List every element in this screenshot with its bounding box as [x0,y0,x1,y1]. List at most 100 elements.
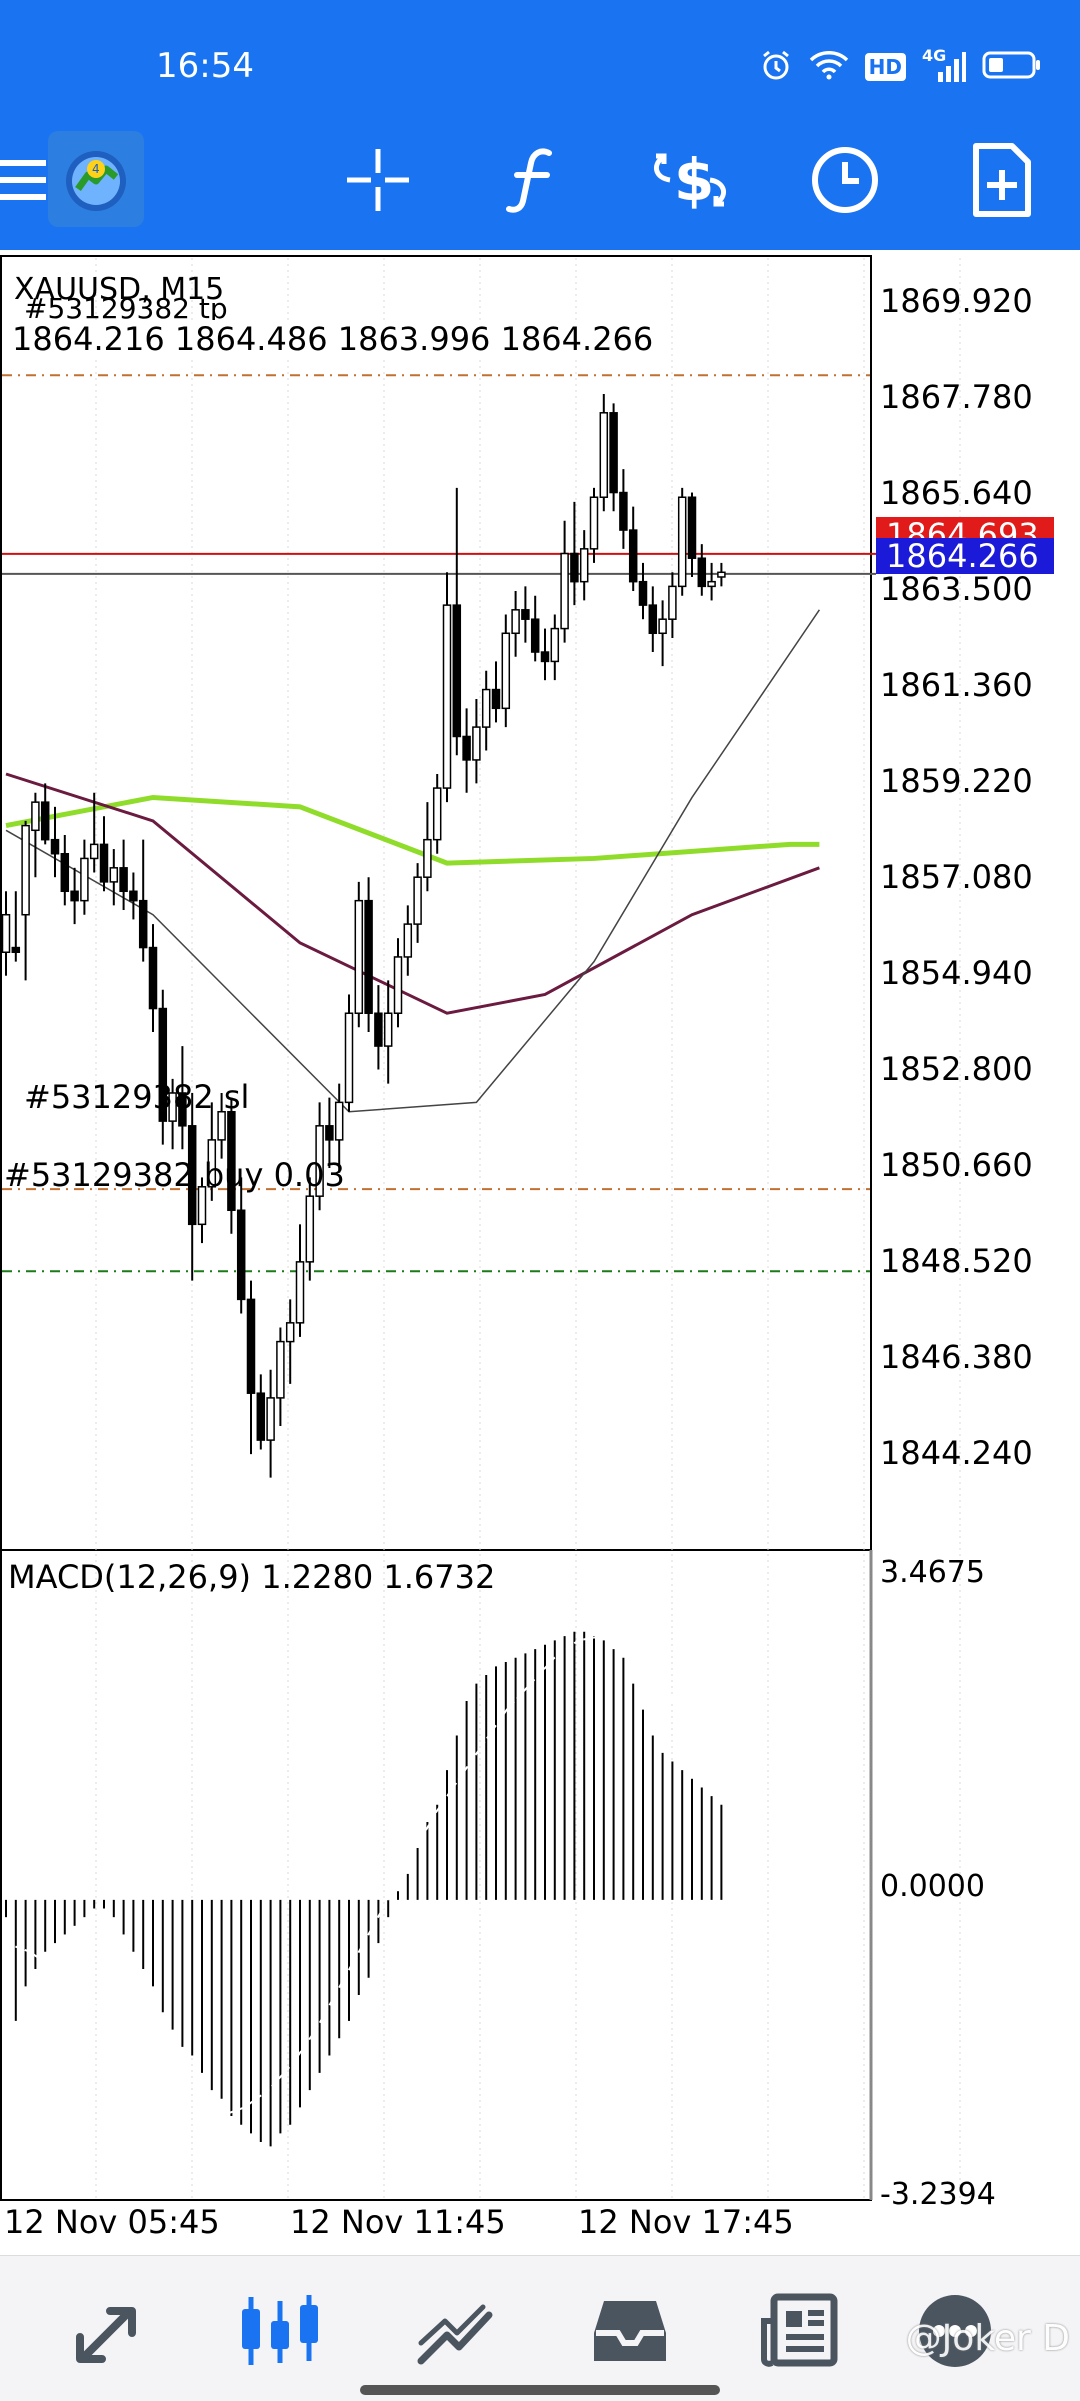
quotes-arrows-icon[interactable] [60,2286,160,2376]
candle-body [236,1209,246,1301]
price-axis-label: 1863.500 [880,570,1033,608]
candle-body [50,838,60,855]
candle-body [315,1125,324,1197]
price-axis-label: 1844.240 [880,1434,1033,1472]
candle-body [178,1092,187,1127]
candles-icon[interactable] [230,2286,330,2376]
candle-body [511,609,520,635]
candle-body [393,956,403,1014]
tp-label: #53129382 tp [24,292,228,325]
price-axis-label: 1854.940 [880,954,1033,992]
candle-body [119,867,128,893]
candle-body [452,604,462,738]
candle-body [521,609,530,620]
moving-average-line [5,794,820,866]
candle-body [158,1007,168,1122]
crosshair-icon[interactable] [333,135,423,225]
candle-body [364,899,373,1014]
price-axis-label: 1848.520 [880,1242,1033,1280]
candle-body [432,787,442,841]
price-axis-label: 1867.780 [880,378,1033,416]
price-axis-label: 1861.360 [880,666,1033,704]
moving-average-line [5,609,821,1113]
buy-order-label[interactable]: #53129382 buy 0.03 [4,1156,345,1194]
hamburger-icon[interactable] [0,135,65,225]
candle-body [60,852,70,893]
candle-body [628,529,638,583]
battery-icon [982,50,1042,84]
candle-body [227,1110,236,1212]
candle-body [570,552,579,583]
chat-icon[interactable] [905,2286,1005,2376]
mt4-logo-icon[interactable]: 4 [48,131,144,227]
add-document-icon[interactable] [957,135,1047,225]
candle-body [481,688,491,728]
candle-body [256,1392,266,1441]
function-icon[interactable] [488,135,578,225]
sl-label: #53129382 sl [24,1078,250,1116]
news-icon[interactable] [750,2286,850,2376]
candle-body [717,571,726,578]
moving-average-line [5,772,820,1015]
candle-body [540,651,550,663]
candle-body [423,838,432,878]
price-axis-label: 1865.640 [880,474,1033,512]
candle-body [89,843,99,860]
candle-body [129,890,138,902]
svg-text:4: 4 [92,162,100,176]
candle-body [1,913,11,954]
network-type: 4G [922,46,947,65]
time-axis-label: 12 Nov 17:45 [578,2203,794,2241]
candle-body [276,1340,285,1399]
candle-body [40,801,50,841]
candle-body [246,1298,256,1394]
hd-badge: HD [864,53,906,81]
candle-body [197,1186,207,1226]
candle-body [648,604,658,635]
symbol-label: XAUUSD, M15 [14,272,225,307]
candle-body [579,548,589,583]
candle-body [168,1092,177,1122]
candle-body [550,627,560,663]
candle-body [413,876,422,925]
chart-svg[interactable] [0,250,1080,2240]
dollar-arrows-icon[interactable]: $ [645,135,735,225]
bottom-navigation [0,2255,1080,2401]
candle-body [217,1110,226,1141]
candle-body [285,1322,295,1343]
price-axis-label: 1869.920 [880,282,1033,320]
candle-body [11,946,21,954]
candle-body [609,412,618,494]
time-axis-label: 12 Nov 05:45 [4,2203,220,2241]
candle-body [70,890,79,902]
candle-body [344,1012,354,1104]
candle-body [403,923,413,958]
home-indicator[interactable] [360,2385,720,2395]
trend-icon[interactable] [405,2286,505,2376]
watermark-text: @Joker D [905,2318,1070,2359]
candle-body [501,632,511,710]
price-axis-label: 1850.660 [880,1146,1033,1184]
candle-body [374,1012,383,1047]
clock-icon[interactable] [800,135,890,225]
status-icons: HD 4G [759,46,1042,86]
macd-axis-label: 3.4675 [880,1555,985,1590]
wifi-icon [809,50,849,84]
top-app-bar: 16:54 HD 4G 4 $ [0,0,1080,250]
inbox-icon[interactable] [580,2286,680,2376]
candle-body [325,1125,334,1141]
candle-body [354,899,364,1014]
time-axis-label: 12 Nov 11:45 [290,2203,506,2241]
candle-body [599,412,609,498]
candle-body [638,580,648,606]
svg-text:$: $ [674,146,714,214]
candle-body [109,867,119,883]
chart-area[interactable]: XAUUSD, M15 #53129382 tp 1864.216 1864.4… [0,250,1080,2240]
price-axis-label: 1859.220 [880,762,1033,800]
candle-body [31,801,40,832]
alarm-icon [759,48,793,86]
candle-body [334,1101,344,1141]
price-axis-label: 1846.380 [880,1338,1033,1376]
candle-body [266,1397,275,1441]
candle-body [207,1139,217,1188]
